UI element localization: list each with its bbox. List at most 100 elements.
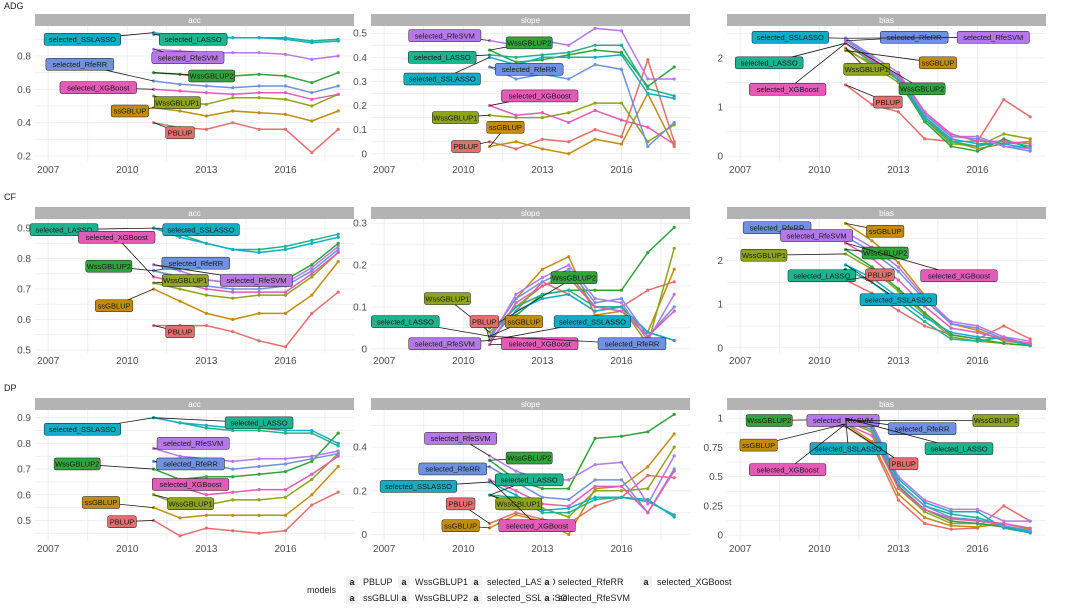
label-selected-rfesvm: selected_RfeSVM	[431, 434, 491, 443]
y-tick-label: 0.6	[17, 85, 31, 96]
data-point-pblup	[1002, 504, 1006, 508]
panel-dp-bias: bias 2007 2010 2013 2016 0 0.25 0.5 0.75 1 WssGBLU…	[704, 398, 1046, 555]
series-line-selected-xgboost	[489, 104, 675, 145]
label-box-selected-xgboost	[498, 519, 576, 532]
x-tick-label: 2013	[195, 544, 218, 555]
data-point-wssgblup2	[619, 50, 624, 55]
data-point-pblup	[152, 323, 156, 328]
data-point-wssgblup1	[619, 489, 624, 493]
data-point-selected-xgboost	[336, 92, 340, 96]
x-tick-label: 2013	[195, 165, 218, 176]
legend-glyph-selected-rferr: a	[544, 577, 550, 587]
y-tick-label: 0.8	[17, 439, 31, 450]
x-tick-label: 2010	[452, 356, 475, 367]
panel-adg-acc: acc 2007 2010 2013 2016 0.2 0.4 0.6 0.8 selected_…	[17, 14, 354, 176]
label-box-selected-sslasso	[751, 31, 829, 44]
data-point-pblup	[178, 534, 182, 538]
data-point-pblup	[257, 531, 261, 535]
data-point-selected-sslasso	[310, 428, 314, 433]
data-point-ssgblup	[593, 137, 597, 141]
data-point-ssgblup	[844, 221, 848, 225]
data-point-wssgblup2	[336, 431, 340, 435]
data-point-wssgblup2	[336, 241, 340, 245]
label-selected-sslasso: selected_SSLASSO	[49, 425, 116, 434]
data-point-ssgblup	[336, 464, 340, 469]
y-tick-label: 0	[361, 344, 367, 355]
data-point-selected-xgboost	[204, 287, 208, 291]
data-point-wssgblup1	[257, 96, 261, 100]
data-point-selected-sslasso	[336, 39, 340, 43]
series-line-ssgblup	[153, 261, 339, 321]
strip-adg-slope	[371, 14, 690, 26]
data-point-selected-lasso	[949, 139, 953, 143]
data-point-selected-rferr	[204, 84, 208, 88]
data-point-selected-xgboost	[672, 309, 676, 313]
row-title-adg: ADG	[4, 1, 24, 11]
data-point-selected-rfesvm	[593, 26, 597, 31]
label-box-selected-xgboost	[501, 337, 579, 351]
strip-dp-slope	[371, 398, 690, 410]
data-point-pblup	[593, 504, 597, 508]
label-box-wssgblup2	[53, 457, 101, 471]
strip-dp-acc	[35, 398, 354, 410]
data-point-pblup	[283, 345, 288, 349]
label-selected-rferr: selected_RfeRR	[53, 60, 108, 69]
data-point-selected-sslasso	[975, 142, 980, 146]
data-point-pblup	[310, 311, 314, 316]
data-point-selected-rfesvm	[257, 51, 261, 55]
data-point-pblup	[896, 110, 900, 114]
data-point-selected-rferr	[540, 495, 544, 499]
data-point-ssgblup	[540, 267, 544, 271]
y-tick-label: 0.3	[353, 219, 367, 230]
data-point-wssgblup2	[923, 311, 927, 315]
label-leader	[845, 42, 923, 90]
data-point-selected-rferr	[310, 457, 314, 461]
label-wssgblup1: WssGBLUP1	[497, 500, 541, 509]
data-point-wssgblup1	[1028, 137, 1032, 141]
data-point-wssgblup2	[310, 263, 314, 267]
data-point-pblup	[923, 521, 927, 526]
label-pblup: PBLUP	[448, 500, 473, 509]
data-point-pblup	[231, 529, 235, 533]
data-point-wssgblup2	[540, 487, 544, 491]
data-point-selected-rfesvm	[310, 57, 314, 61]
label-selected-xgboost: selected_XGBoost	[159, 480, 222, 489]
data-point-selected-rfesvm	[975, 134, 980, 139]
legend-glyph-selected-rfesvm: a	[544, 593, 550, 603]
data-point-wssgblup2	[949, 144, 953, 148]
data-point-wssgblup2	[1002, 137, 1006, 141]
data-point-selected-xgboost	[646, 511, 650, 515]
data-point-selected-sslasso	[1002, 526, 1006, 530]
y-tick-label: 2	[717, 53, 723, 64]
data-point-selected-sslasso	[540, 55, 544, 59]
data-point-pblup	[204, 526, 208, 530]
data-point-selected-rferr	[923, 504, 927, 508]
data-point-selected-sslasso	[283, 247, 288, 252]
legend-glyph-selected-lasso: a	[473, 577, 479, 587]
strip-title-adg-acc: acc	[188, 16, 200, 25]
legend-key-bg	[541, 576, 553, 588]
label-ssgblup: ssGBLUP	[98, 301, 131, 310]
data-point-selected-rferr	[593, 478, 597, 482]
y-tick-label: 0.5	[17, 345, 31, 356]
label-box-selected-lasso	[787, 269, 857, 282]
label-box-wssgblup1	[424, 292, 471, 305]
data-point-selected-rfesvm	[514, 469, 518, 473]
data-point-selected-xgboost	[949, 132, 953, 136]
data-point-selected-sslasso	[923, 315, 927, 319]
data-point-selected-rferr	[336, 452, 340, 456]
label-box-wssgblup1	[495, 497, 542, 511]
data-point-selected-xgboost	[1028, 526, 1032, 530]
y-tick-label: 0.7	[17, 285, 31, 296]
data-point-ssgblup	[567, 532, 571, 537]
data-point-selected-lasso	[231, 428, 235, 433]
y-tick-label: 0.9	[17, 224, 31, 235]
label-box-ssgblup	[504, 315, 543, 328]
data-point-selected-rferr	[336, 247, 340, 252]
data-point-selected-xgboost	[593, 484, 597, 489]
label-pblup: PBLUP	[868, 271, 893, 280]
x-tick-label: 2007	[37, 356, 60, 367]
legend-item-selected-rferr: selected_RfeRR	[558, 577, 624, 587]
legend-item-selected-rfesvm: selected_RfeSVM	[558, 593, 630, 603]
